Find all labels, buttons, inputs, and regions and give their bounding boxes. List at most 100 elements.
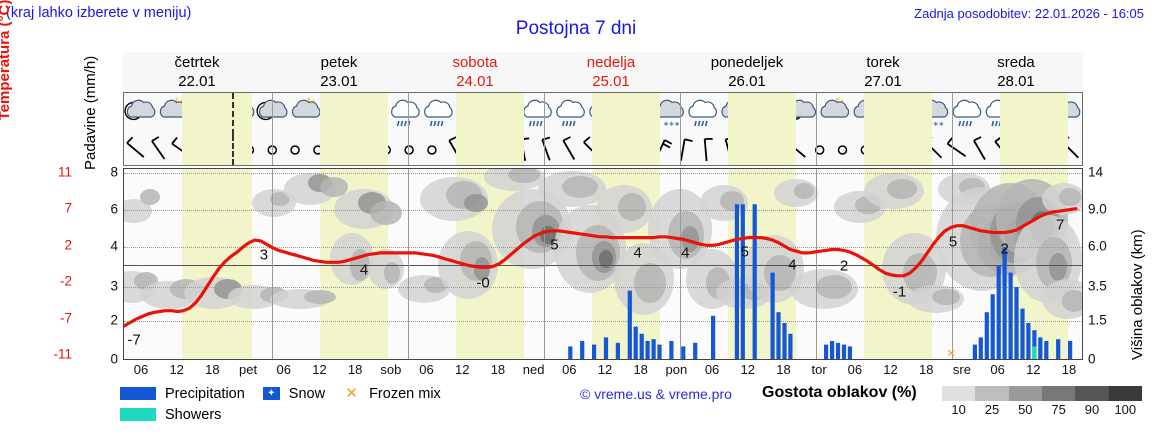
precipitation-axis-title: Padavine (mm/h) [82,55,99,170]
precipitation-bar [627,290,632,359]
rain-drop [532,120,536,127]
x-tick-26: 18 [1061,362,1077,377]
precip-tick-5: 0 [110,351,118,367]
rain-drop [701,120,705,127]
day-separator-5 [816,93,817,135]
cloud-icon [126,99,156,118]
day-date: 27.01 [864,73,902,90]
precipitation-bar [639,333,644,359]
cloud-icon [952,99,982,118]
cloud-density-blob [932,289,960,305]
precipitation-bar [1002,247,1007,359]
rain-drop [404,120,407,127]
gridline-2 [124,247,1082,248]
x-tick-0: 06 [133,362,149,377]
current-time-marker [232,93,234,135]
cloud-icon [688,99,717,118]
showers-bar [1032,346,1037,359]
precipitation-bar [788,333,793,359]
precipitation-bar [752,204,757,359]
temperature-value-label: 2 [1000,240,1009,257]
legend-precipitation: Precipitation [120,386,245,402]
night-shading-3 [456,135,524,165]
cloud-density-blob [794,183,814,199]
night-shading-4 [592,135,660,165]
day-name: četrtek [174,54,220,71]
night-shading-2 [320,135,388,165]
wind-barb-icon [703,138,713,162]
x-tick-4: 06 [276,362,291,377]
rain-drop [539,120,543,127]
rain-drop [437,120,440,127]
precipitation-bar [651,339,656,359]
precip-tick-4: 2 [110,312,118,328]
cloud-scale-50: 50 [1018,402,1033,417]
temperature-value-label: -1 [892,283,907,301]
day-header-7: sreda 28.01 [951,52,1081,92]
day-date: 24.01 [456,73,494,90]
cloud-icon [291,99,321,118]
cloud-density-blob [474,257,490,281]
snow-flake: ∗ [933,121,939,128]
cloud-icon [258,99,288,118]
night-shading-1 [182,93,252,135]
day-separator-1 [272,135,273,165]
rain-drop [965,120,969,127]
legend-showers: Showers [120,407,221,423]
precipitation-bar [1008,272,1013,359]
day-header-4: nedelja 25.01 [543,52,679,92]
credit-link[interactable]: © vreme.us & vreme.pro [580,386,732,402]
precipitation-bar [1044,341,1049,359]
snow-icon: ✦ [262,387,280,400]
rain-drop [433,120,437,127]
day-separator-6 [952,93,953,135]
temperature-value-label: 4 [633,244,642,262]
rain-drop [697,120,701,127]
legend-snow-label: Snow [288,385,326,402]
precipitation-bar [669,341,674,359]
rain-drop [528,120,532,127]
wind-barb-icon [541,136,551,161]
wind-calm-icon [290,145,300,155]
precipitation-bar [1068,341,1073,359]
cloud-tick-0: 14 [1088,164,1104,180]
cloud-height-tick-labels: 14 9.0 6.0 3.5 1.5 0 [1088,164,1130,367]
x-tick-5: 12 [312,362,327,377]
wind-barb-icon [151,136,166,160]
legend-frozen-mix-label: Frozen mix [369,385,441,402]
weather-icon-cloud-rain [424,99,453,127]
legend-frozen-mix: ✕ Frozen mix [343,386,441,402]
day-name: nedelja [586,54,636,71]
rain-drop [991,120,995,127]
x-tick-3: pet [239,362,258,377]
day-date: 26.01 [728,73,766,90]
cloud-density-blob [508,169,540,183]
cloud-density-blob [140,189,160,205]
temp-tick-1: 7 [64,200,72,216]
snow-flake: ∗ [674,121,680,128]
rain-drop [400,120,404,127]
current-time-marker [232,135,234,165]
precipitation-bar [633,326,638,359]
temp-tick-4: -7 [59,310,72,326]
day-separator-1 [272,93,273,135]
wind-barb-icon [562,136,576,160]
x-tick-21: 12 [883,362,898,377]
cloud-scale-10: 10 [951,402,966,417]
temperature-value-label: 4 [359,261,369,279]
precipitation-bar [1014,287,1019,359]
day-header-5: ponedeljek 26.01 [679,52,815,92]
wind-calm-icon [427,145,437,155]
precipitation-bar [603,337,609,359]
precip-tick-0: 8 [110,164,118,180]
cloud-density-scale-labels: 10 25 50 75 90 100 [942,402,1142,418]
precip-tick-3: 3 [110,278,118,294]
night-shading-2 [320,93,388,135]
chart-legend: Precipitation ✦ Snow ✕ Frozen mix Shower… [120,383,640,425]
cloud-density-blob [1062,290,1082,312]
night-shading-1 [182,135,252,165]
gridline-1 [124,210,1082,211]
x-tick-24: 06 [990,362,1005,377]
night-shading-7 [1000,135,1068,165]
x-tick-7: sob [380,362,402,377]
